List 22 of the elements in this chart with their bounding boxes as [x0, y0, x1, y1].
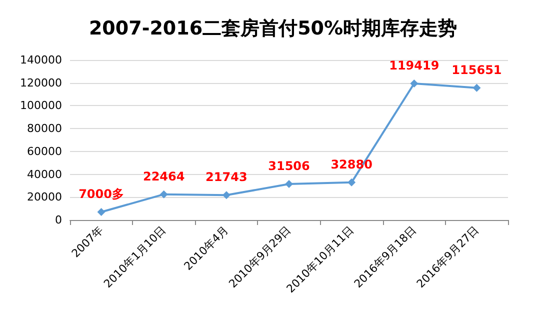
data-label: 22464 — [142, 169, 185, 184]
y-tick-label: 0 — [55, 214, 62, 226]
point — [348, 178, 356, 186]
y-tick-label: 20000 — [27, 190, 62, 204]
y-tick-label: 120000 — [20, 76, 62, 90]
data-label: 21743 — [206, 170, 248, 184]
y-tick-label: 140000 — [20, 54, 62, 66]
point — [472, 84, 481, 92]
point — [410, 80, 418, 88]
point — [285, 180, 293, 188]
data-label: 119419 — [389, 58, 440, 73]
point — [222, 191, 230, 200]
y-tick-label: 60000 — [27, 144, 62, 158]
point — [160, 190, 168, 198]
y-tick-label: 100000 — [20, 99, 62, 112]
data-label: 31506 — [268, 158, 310, 173]
point — [97, 208, 106, 216]
data-label: 7000多 — [78, 187, 124, 201]
data-label: 115651 — [452, 62, 502, 77]
chart-title: 2007-2016二套房首付50%时期库存走势 — [88, 18, 458, 40]
y-tick-label: 80000 — [27, 122, 62, 136]
y-tick-label: 40000 — [27, 168, 62, 181]
